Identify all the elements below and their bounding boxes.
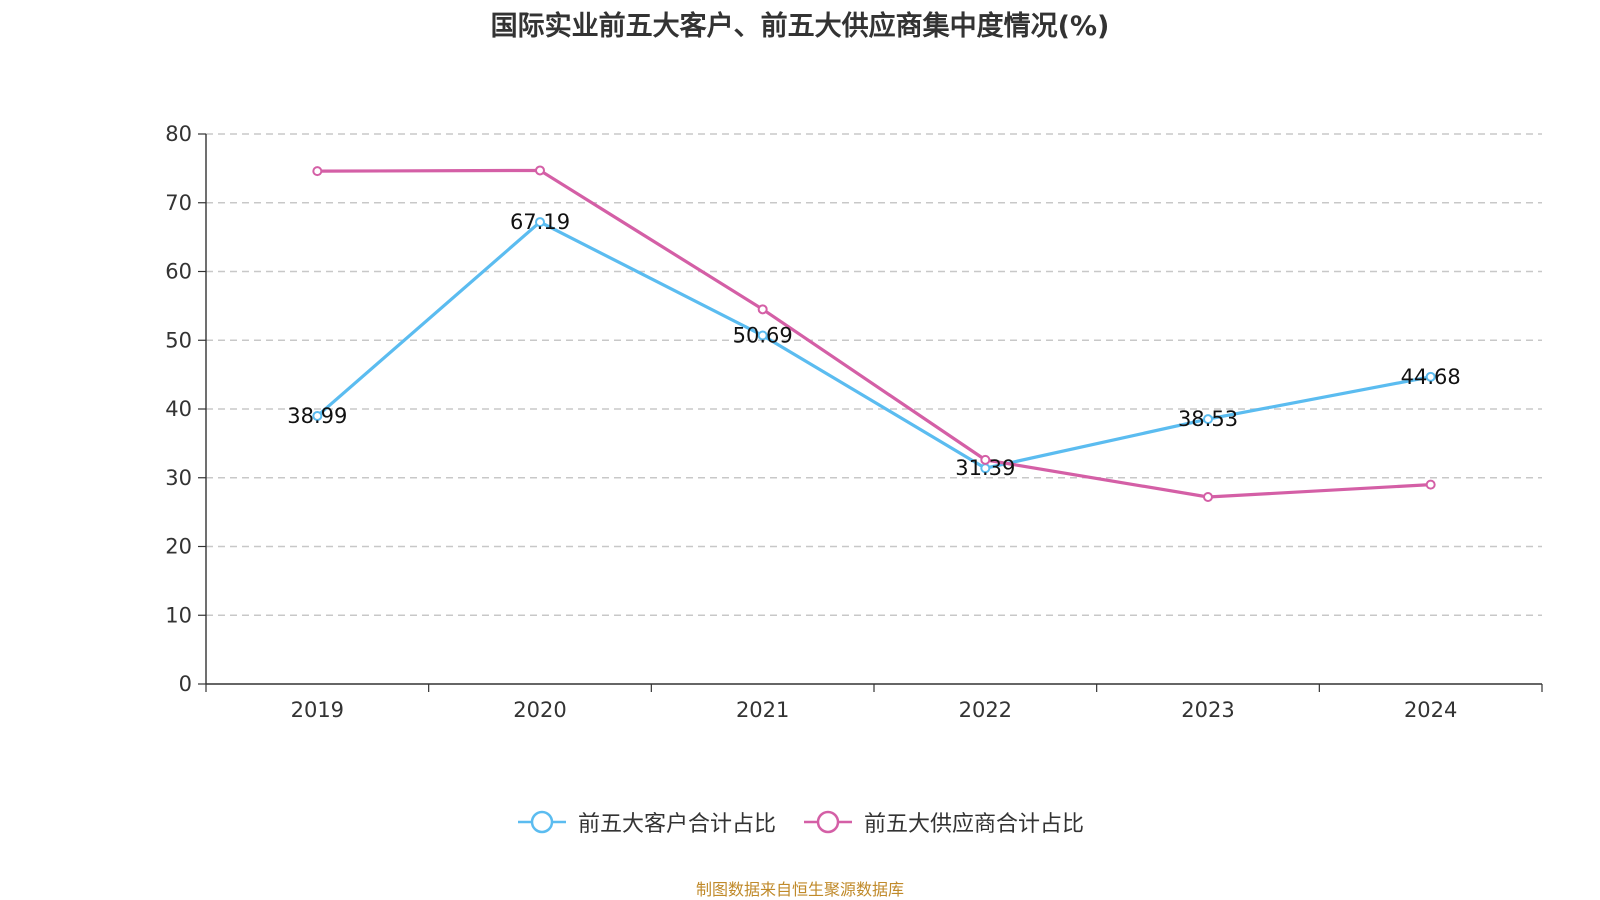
line-chart: 0 10 20 30 40 50 60 70 80 2019 2020 2021 2022 2023 202…	[165, 122, 1543, 722]
data-point	[312, 166, 323, 177]
y-tick-label: 40	[165, 397, 192, 421]
legend-item[interactable]: 前五大供应商合计占比	[802, 806, 1084, 838]
series	[312, 165, 1436, 502]
data-point	[1203, 492, 1213, 502]
legend: 前五大客户合计占比 前五大供应商合计占比	[0, 806, 1600, 838]
y-tick-label: 10	[165, 603, 192, 627]
data-point	[535, 165, 545, 176]
legend-circle	[530, 810, 554, 834]
chart-title: 国际实业前五大客户、前五大供应商集中度情况(%)	[490, 11, 1110, 42]
legend-label: 前五大客户合计占比	[577, 812, 776, 837]
x-tick-label: 2022	[959, 698, 1012, 722]
y-tick-label: 80	[165, 122, 192, 146]
data-point	[535, 217, 545, 228]
y-tick-label: 50	[165, 328, 192, 352]
data-label: 44.68	[1401, 365, 1461, 389]
data-point	[980, 454, 991, 465]
y-tick-label: 70	[165, 191, 192, 215]
series-line-1	[316, 220, 1431, 470]
y-tick-label: 0	[179, 672, 192, 696]
x-tick-label: 2020	[513, 698, 566, 722]
data-labels: 38.99 67.19 50.69 31.39 38.53 44.68	[287, 210, 1460, 480]
x-tick-label: 2023	[1181, 698, 1234, 722]
data-label: 31.39	[955, 456, 1015, 480]
data-point	[757, 304, 768, 315]
data-point	[1203, 414, 1213, 425]
axes: 0 10 20 30 40 50 60 70 80 2019 2020 2021 2022 2023 202…	[165, 122, 1543, 722]
data-point	[1425, 479, 1436, 490]
x-tick-label: 2021	[736, 698, 789, 722]
y-tick-label: 20	[165, 535, 192, 559]
grid-lines	[206, 133, 1542, 616]
series-line-2	[317, 168, 1431, 499]
legend-marker-icon	[804, 810, 852, 834]
x-tick-label: 2024	[1404, 698, 1457, 722]
data-label: 38.99	[287, 404, 347, 428]
data-point	[312, 410, 323, 421]
data-point	[757, 330, 768, 341]
legend-item[interactable]: 前五大客户合计占比	[516, 806, 776, 838]
legend-circle	[816, 810, 840, 834]
legend-marker-icon	[517, 810, 566, 834]
data-label: 38.53	[1178, 407, 1238, 431]
y-tick-label: 30	[165, 466, 192, 490]
source-note: 制图数据来自恒生聚源数据库	[695, 880, 904, 899]
y-tick-label: 60	[165, 260, 192, 284]
legend-label: 前五大供应商合计占比	[864, 812, 1085, 837]
data-label: 50.69	[733, 324, 793, 348]
data-label: 67.19	[510, 210, 570, 234]
data-point	[1425, 371, 1436, 382]
x-tick-label: 2019	[291, 698, 344, 722]
